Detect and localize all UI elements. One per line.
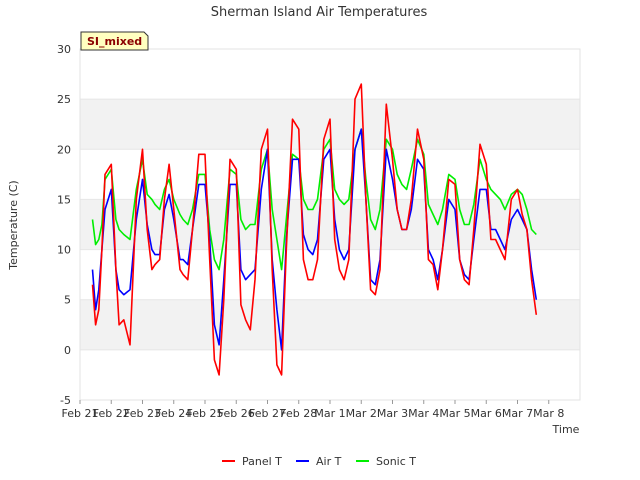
grid-band — [80, 249, 580, 300]
x-tick-label: Feb 27 — [249, 407, 286, 420]
x-tick-label: Feb 23 — [124, 407, 161, 420]
grid-band — [80, 349, 580, 400]
x-tick-label: Mar 8 — [533, 407, 564, 420]
legend-label: Air T — [316, 455, 342, 468]
x-tick-label: Mar 3 — [377, 407, 408, 420]
grid-band — [80, 299, 580, 350]
y-tick-label: 10 — [57, 244, 71, 257]
y-tick-label: 15 — [57, 193, 71, 206]
x-tick-label: Mar 1 — [314, 407, 345, 420]
x-tick-label: Mar 6 — [471, 407, 502, 420]
y-axis-ticks: -5 0 5 10 15 20 25 30 — [57, 43, 71, 407]
x-tick-label: Feb 21 — [62, 407, 99, 420]
x-tick-label: Feb 22 — [93, 407, 130, 420]
badge-label: SI_mixed — [87, 35, 142, 48]
badge-box — [80, 31, 149, 51]
series-line-panel-t — [91, 83, 538, 376]
grid-band — [80, 49, 580, 100]
series-line-sonic-t — [91, 128, 537, 271]
x-tick-label: Feb 24 — [155, 407, 192, 420]
x-tick-label: Mar 7 — [502, 407, 533, 420]
x-tick-label: Feb 26 — [218, 407, 255, 420]
y-tick-label: 0 — [64, 344, 71, 357]
dataset-badge: SI_mixed — [80, 31, 149, 51]
x-tick-label: Mar 4 — [408, 407, 439, 420]
x-tick-label: Feb 28 — [280, 407, 317, 420]
y-axis-label: Temperature (C) — [7, 180, 20, 270]
series-lines — [91, 83, 538, 376]
y-tick-label: 25 — [57, 93, 71, 106]
y-tick-label: 20 — [57, 143, 71, 156]
x-tick-label: Feb 25 — [187, 407, 224, 420]
x-tick-label: Mar 2 — [346, 407, 377, 420]
x-tick-label: Mar 5 — [439, 407, 470, 420]
plot-background — [80, 48, 580, 401]
chart-title: Sherman Island Air Temperatures — [211, 5, 428, 20]
legend: Panel T Air T Sonic T — [222, 455, 416, 468]
y-tick-label: -5 — [60, 394, 71, 407]
x-axis-label: Time — [552, 423, 580, 436]
y-tick-label: 5 — [64, 294, 71, 307]
y-tick-label: 30 — [57, 43, 71, 56]
legend-label: Panel T — [242, 455, 282, 468]
grid-band — [80, 199, 580, 250]
legend-label: Sonic T — [376, 455, 416, 468]
